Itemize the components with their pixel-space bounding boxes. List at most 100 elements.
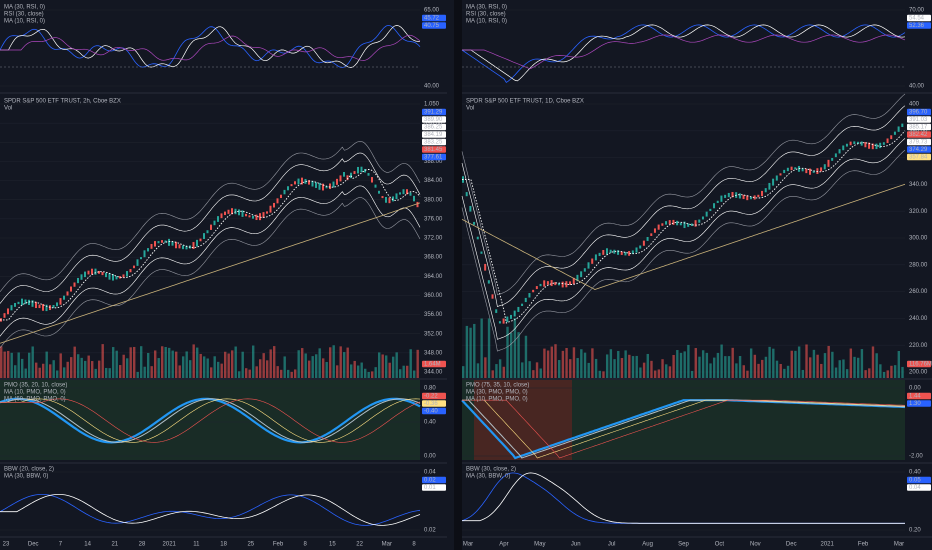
candle — [56, 302, 58, 307]
candle — [842, 145, 845, 151]
candle — [569, 281, 572, 285]
indicator-line — [461, 24, 906, 83]
candle — [857, 141, 860, 144]
volume-bar — [210, 367, 213, 378]
volume-bar — [3, 351, 6, 378]
candle — [657, 224, 660, 230]
candle — [890, 135, 893, 140]
volume-bar — [812, 349, 816, 378]
candle — [849, 141, 852, 146]
price-tag-label: -0.22 — [424, 394, 438, 400]
candle — [45, 304, 48, 312]
candle — [801, 168, 804, 172]
candle — [227, 209, 230, 214]
candle — [893, 131, 896, 135]
volume-bar — [171, 350, 174, 378]
volume-bar — [203, 356, 206, 378]
volume-bar — [115, 350, 118, 378]
legend-entry: Vol — [4, 106, 12, 112]
candle — [402, 189, 405, 195]
candle — [73, 282, 76, 287]
volume-bar — [565, 347, 568, 378]
axis-label: 348.00 — [424, 350, 443, 356]
candle — [255, 214, 258, 221]
candle — [476, 236, 479, 240]
band-line — [0, 141, 421, 292]
candle — [565, 281, 568, 288]
candle — [543, 280, 546, 287]
volume-bar — [31, 346, 34, 378]
candle — [517, 306, 520, 312]
candle — [709, 208, 712, 211]
candle — [546, 281, 549, 285]
volume-bar — [820, 363, 823, 378]
volume-bar — [546, 350, 550, 378]
volume-bar — [234, 346, 237, 378]
candle — [374, 184, 377, 188]
volume-bar — [742, 365, 745, 378]
price-tag-label: -0.40 — [424, 409, 438, 415]
axis-label: 1.050 — [424, 102, 440, 108]
volume-bar — [775, 360, 779, 378]
volume-bar — [602, 371, 605, 378]
volume-bar — [276, 366, 279, 378]
volume-bar — [849, 348, 853, 378]
volume-bar — [192, 344, 195, 378]
axis-label: 388.00 — [424, 159, 443, 165]
volume-bar — [346, 347, 349, 378]
candle — [676, 220, 679, 226]
volume-bar — [353, 360, 356, 378]
axis-label: 400 — [909, 102, 920, 108]
candle — [304, 178, 307, 184]
volume-bar — [252, 345, 255, 378]
volume-bar — [311, 356, 314, 378]
candle — [838, 149, 841, 154]
candle — [724, 194, 727, 198]
candle — [360, 166, 363, 173]
volume-bar — [213, 356, 216, 378]
candle — [336, 178, 338, 185]
candle — [502, 318, 505, 324]
volume-bar — [768, 346, 771, 378]
candle — [480, 251, 483, 254]
candle — [35, 301, 37, 309]
candle — [665, 221, 668, 225]
volume-bar — [168, 347, 171, 378]
price-tag-label: 1.30 — [909, 401, 921, 407]
candle — [38, 304, 41, 309]
time-label: 14 — [84, 542, 91, 548]
volume-bar — [853, 356, 856, 378]
price-tag — [422, 123, 446, 131]
volume-bar — [112, 347, 115, 378]
volume-bar — [683, 351, 686, 378]
volume-bar — [409, 349, 412, 378]
band-line — [0, 185, 421, 337]
price-tag-label: 391.29 — [424, 110, 443, 116]
volume-bar — [746, 370, 749, 378]
candle — [210, 224, 212, 230]
candle — [738, 193, 741, 199]
time-label: 8 — [412, 542, 416, 548]
price-tag-label: 377.61 — [424, 155, 443, 161]
legend-entry: MA (10, PMO, PMO, 0) — [466, 397, 528, 403]
volume-bar — [248, 369, 251, 378]
volume-bar — [738, 356, 742, 378]
volume-bar — [182, 356, 185, 378]
volume-bar — [24, 368, 27, 378]
volume-bar — [639, 367, 642, 378]
candle — [609, 249, 612, 253]
volume-bar — [816, 354, 819, 378]
candle — [598, 252, 601, 257]
volume-bar — [727, 356, 731, 378]
time-label: Dec — [28, 542, 39, 548]
candle — [528, 293, 531, 298]
candle — [761, 190, 764, 197]
volume-bar — [294, 369, 297, 378]
volume-bar — [315, 354, 318, 378]
candle — [262, 212, 265, 218]
time-label: 28 — [139, 542, 146, 548]
candle — [259, 213, 261, 221]
time-label: Apr — [499, 542, 508, 548]
pane-divider — [454, 0, 462, 550]
